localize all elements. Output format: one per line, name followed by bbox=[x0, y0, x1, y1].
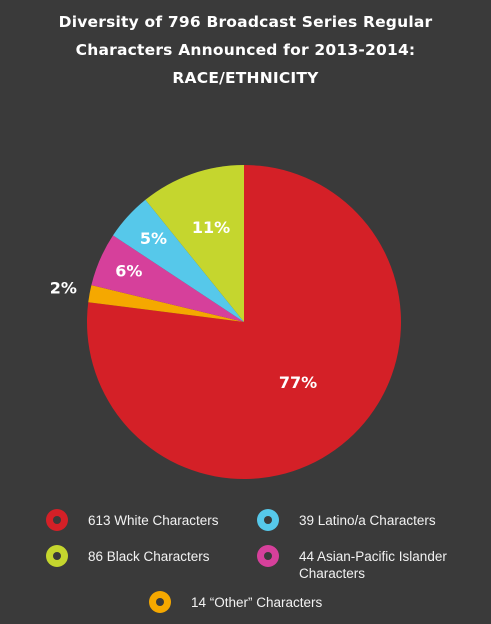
pie-label-other-characters: 2% bbox=[50, 278, 77, 297]
legend-label-black: 86 Black Characters bbox=[88, 549, 210, 564]
pie-slice-other-characters bbox=[88, 285, 244, 322]
legend-item-latino: 39 Latino/a Characters bbox=[257, 509, 436, 531]
chart-title: Diversity of 796 Broadcast Series Regula… bbox=[0, 8, 491, 92]
legend-item-other: 14 “Other” Characters bbox=[149, 591, 323, 613]
pie-label-black-characters: 11% bbox=[192, 218, 230, 237]
legend-swatch-white bbox=[46, 509, 68, 531]
legend-label-other: 14 “Other” Characters bbox=[191, 595, 323, 610]
title-line-1: Diversity of 796 Broadcast Series Regula… bbox=[58, 13, 433, 31]
title-line-2: Characters Announced for 2013-2014: bbox=[75, 41, 416, 59]
legend-item-white: 613 White Characters bbox=[46, 509, 219, 531]
pie-slice-asian-pacific-islander-characters bbox=[91, 235, 244, 322]
pie-label-white-characters: 77% bbox=[279, 373, 317, 392]
legend-swatch-other bbox=[149, 591, 171, 613]
pie-label-asian-pacific-islander-characters: 6% bbox=[115, 261, 142, 280]
pie-slice-latino-a-characters bbox=[113, 199, 244, 322]
legend-swatch-asian-pacific-islander bbox=[257, 545, 279, 567]
legend-swatch-latino bbox=[257, 509, 279, 531]
legend-item-black: 86 Black Characters bbox=[46, 545, 210, 567]
legend-label-asian-pacific-islander: 44 Asian-Pacific Islander Characters bbox=[299, 549, 447, 581]
title-line-3: RACE/ETHNICITY bbox=[172, 69, 319, 87]
legend-item-asian-pacific-islander: 44 Asian-Pacific Islander Characters bbox=[257, 545, 447, 582]
legend-label-latino: 39 Latino/a Characters bbox=[299, 513, 436, 528]
pie-label-latino-a-characters: 5% bbox=[140, 229, 167, 248]
pie-chart: 77% 2% 6% 5% 11% bbox=[50, 165, 401, 479]
legend-swatch-black bbox=[46, 545, 68, 567]
legend-label-white: 613 White Characters bbox=[88, 513, 219, 528]
pie-slice-black-characters bbox=[145, 165, 244, 322]
